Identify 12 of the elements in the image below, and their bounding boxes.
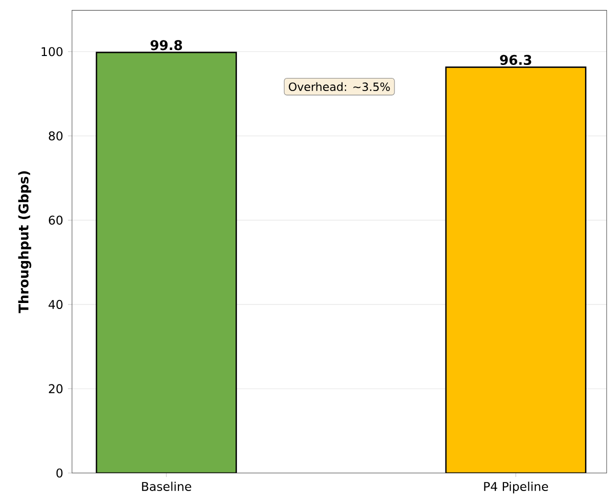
y-tick-label: 100 (42, 47, 62, 56)
x-tick-label: P4 Pipeline (484, 482, 548, 494)
y-tick-label: 60 (48, 216, 62, 225)
y-tick-label: 80 (48, 131, 62, 140)
y-tick-label: 0 (56, 468, 62, 478)
data-label: 96.3 (500, 54, 532, 65)
y-tick-label: 40 (48, 300, 62, 309)
y-axis-title: Throughput (Gbps) (18, 171, 32, 314)
y-tick-label: 20 (48, 384, 62, 394)
x-tick-label: Baseline (142, 482, 192, 491)
data-label: 99.8 (150, 40, 182, 50)
annotation: Overhead: ~3.5% (288, 82, 390, 92)
